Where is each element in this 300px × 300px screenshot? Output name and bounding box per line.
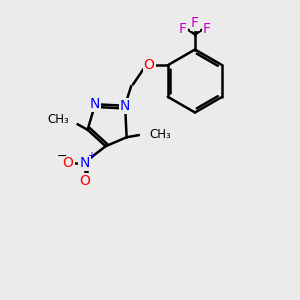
Text: +: +	[87, 151, 95, 161]
Text: CH₃: CH₃	[48, 113, 70, 126]
Text: −: −	[56, 150, 67, 163]
Text: O: O	[63, 156, 74, 170]
Text: N: N	[90, 97, 100, 111]
Text: CH₃: CH₃	[150, 128, 172, 141]
Text: N: N	[120, 99, 130, 113]
Text: F: F	[203, 22, 211, 36]
Text: O: O	[144, 58, 154, 72]
Text: F: F	[179, 22, 187, 36]
Text: O: O	[79, 174, 90, 188]
Text: N: N	[80, 156, 90, 170]
Text: F: F	[191, 16, 199, 30]
